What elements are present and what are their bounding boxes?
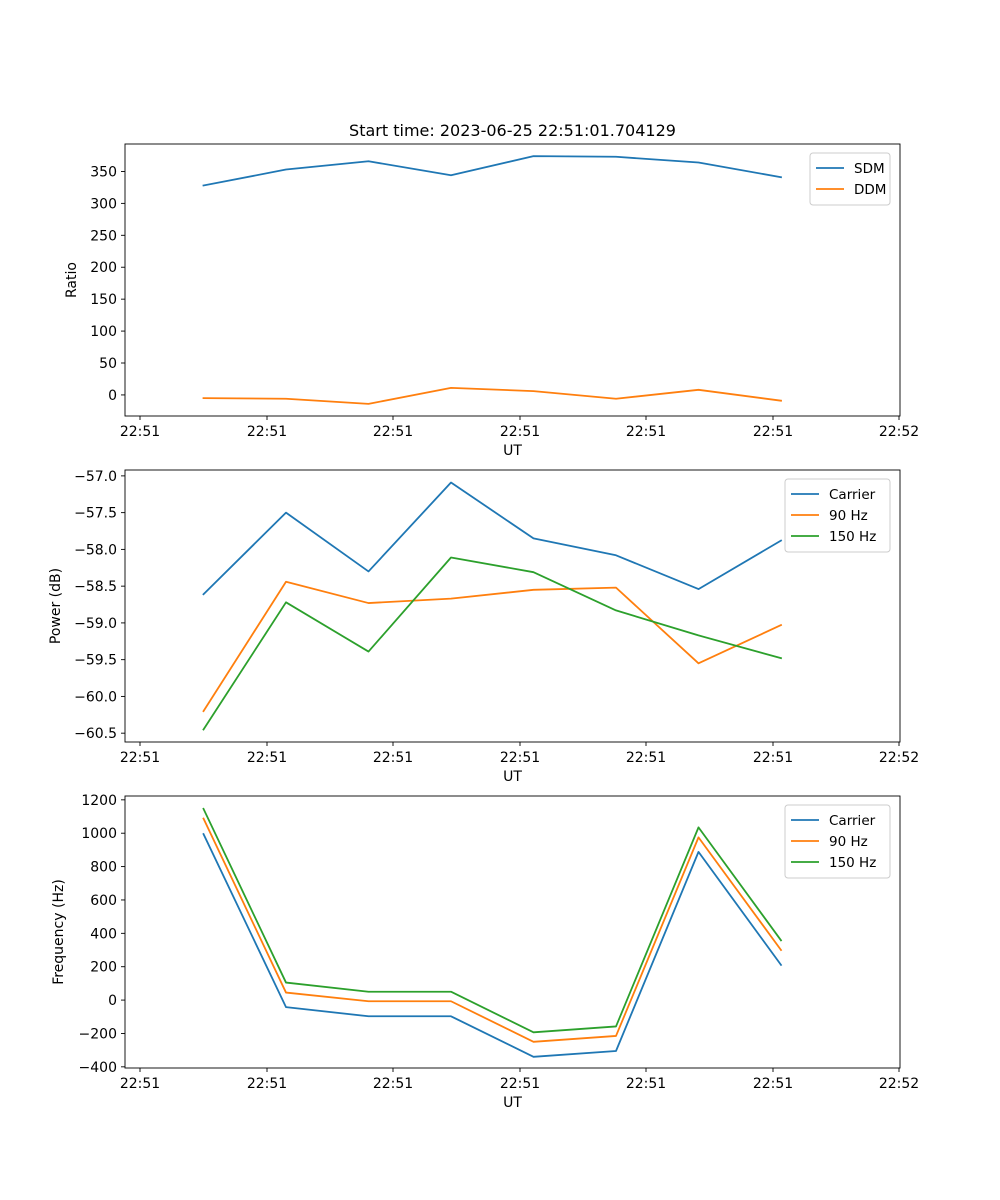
x-tick-label: 22:51 [373,1076,413,1092]
y-tick-label: 200 [90,260,117,276]
y-tick-label: −400 [79,1060,117,1076]
x-tick-label: 22:52 [879,1076,919,1092]
y-axis-label: Ratio [64,262,80,298]
y-axis-label: Frequency (Hz) [51,879,67,985]
legend-box [784,804,891,879]
legend-label: 150 Hz [829,855,876,871]
plot-frame [124,469,901,743]
y-tick-label: −60.0 [74,689,117,705]
y-tick-label: −59.0 [74,616,117,632]
series-line-carrier [202,481,783,596]
series-line-sdm [202,155,783,187]
x-tick-label: 22:51 [120,1076,160,1092]
legend-box [809,152,891,206]
series-line-150-hz [202,807,783,1034]
x-axis-label: UT [503,443,522,459]
x-tick-label: 22:52 [879,424,919,440]
figure-title: Start time: 2023-06-25 22:51:01.704129 [349,121,676,140]
x-tick-label: 22:51 [247,1076,287,1092]
y-tick-label: 100 [90,324,117,340]
y-tick-label: 250 [90,228,117,244]
legend-label: 90 Hz [829,834,868,850]
x-tick-label: 22:51 [626,1076,666,1092]
x-axis-label: UT [503,1095,522,1111]
y-axis-label: Power (dB) [48,568,64,644]
legend-label: Carrier [829,813,876,829]
y-tick-label: 200 [90,960,117,976]
y-tick-label: −59.5 [74,653,117,669]
chart-panel-1: 22:51 22:51 22:51 22:51 22:51 22:51 22:52 0 50 10… [64,143,919,459]
plot-frame [124,143,901,417]
y-tick-label: 350 [90,164,117,180]
legend: Carrier 90 Hz 150 Hz [784,804,891,879]
x-tick-label: 22:51 [247,750,287,766]
y-tick-label: 50 [99,356,117,372]
series-line-90-hz [202,817,783,1043]
y-tick-label: −57.5 [74,506,117,522]
x-tick-label: 22:51 [247,424,287,440]
series-line-carrier [202,832,783,1058]
x-tick-label: 22:51 [753,1076,793,1092]
x-axis-label: UT [503,769,522,785]
y-tick-label: 400 [90,926,117,942]
x-tick-label: 22:51 [753,424,793,440]
legend: SDM DDM [809,152,891,206]
legend-box [784,478,891,553]
legend-label: 150 Hz [829,529,876,545]
y-tick-label: 0 [108,993,117,1009]
x-tick-label: 22:51 [626,424,666,440]
y-tick-label: 600 [90,893,117,909]
legend-label: DDM [854,182,886,198]
x-tick-label: 22:52 [879,750,919,766]
y-tick-label: −57.0 [74,469,117,485]
y-tick-label: 1000 [81,826,117,842]
x-tick-label: 22:51 [120,750,160,766]
y-tick-label: 0 [108,388,117,404]
y-tick-label: 300 [90,196,117,212]
y-tick-label: −58.5 [74,579,117,595]
x-tick-label: 22:51 [373,750,413,766]
chart-panel-3: 22:51 22:51 22:51 22:51 22:51 22:51 22:52 −400 −… [51,793,919,1111]
legend: Carrier 90 Hz 150 Hz [784,478,891,553]
legend-label: SDM [854,161,885,177]
y-tick-label: −200 [79,1026,117,1042]
x-tick-label: 22:51 [373,424,413,440]
plot-frame [124,795,901,1069]
x-tick-label: 22:51 [626,750,666,766]
legend-label: 90 Hz [829,508,868,524]
x-tick-label: 22:51 [753,750,793,766]
series-line-90-hz [202,580,783,713]
y-tick-label: −58.0 [74,542,117,558]
x-tick-label: 22:51 [120,424,160,440]
series-line-ddm [202,387,783,405]
y-tick-label: 800 [90,860,117,876]
chart-panel-2: 22:51 22:51 22:51 22:51 22:51 22:51 22:52 −60.5… [48,469,919,785]
series-line-150-hz [202,556,783,731]
y-tick-label: −60.5 [74,726,117,742]
x-tick-label: 22:51 [500,424,540,440]
legend-label: Carrier [829,487,876,503]
y-tick-label: 1200 [81,793,117,809]
x-tick-label: 22:51 [500,750,540,766]
y-tick-label: 150 [90,292,117,308]
x-tick-label: 22:51 [500,1076,540,1092]
